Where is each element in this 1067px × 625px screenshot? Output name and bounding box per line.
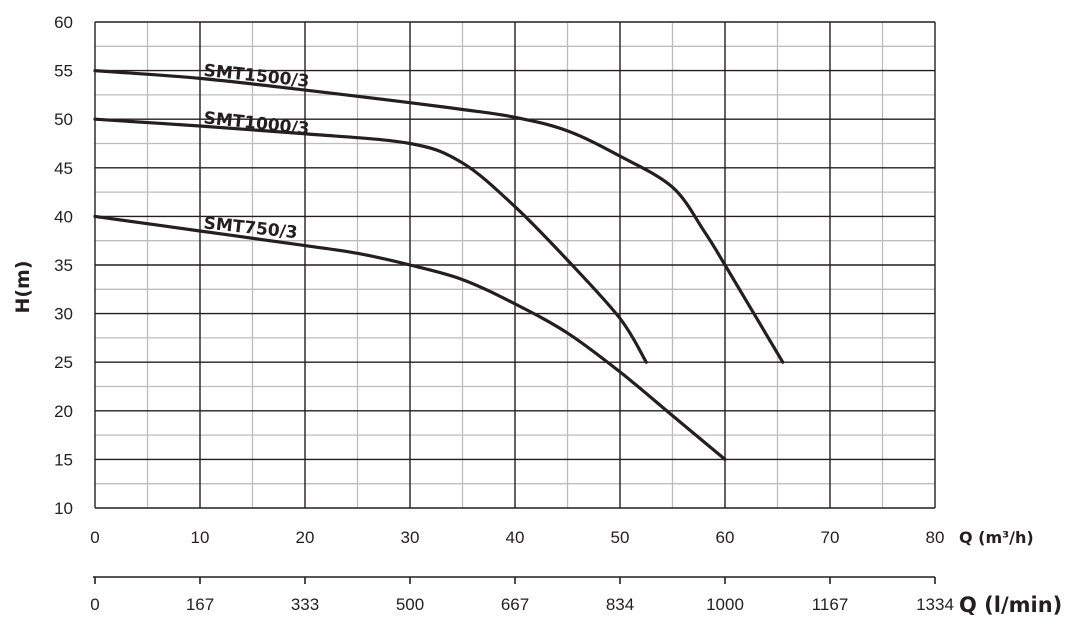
y-tick-label: 40 bbox=[54, 207, 73, 226]
x2-tick-label: 1000 bbox=[706, 595, 744, 614]
curves bbox=[93, 69, 785, 461]
y-tick-label: 20 bbox=[54, 402, 73, 421]
x2-axis-title: Q (l/min) bbox=[959, 593, 1062, 617]
x-tick-label: 10 bbox=[191, 528, 210, 547]
x-tick-label: 40 bbox=[506, 528, 525, 547]
x-tick-label: 50 bbox=[611, 528, 630, 547]
y-tick-label: 25 bbox=[54, 353, 73, 372]
series-line-0 bbox=[93, 69, 785, 364]
x2-tick-label: 167 bbox=[186, 595, 214, 614]
x-axis-title: Q (m³/h) bbox=[959, 528, 1034, 547]
y-tick-label: 55 bbox=[54, 62, 73, 81]
y-tick-label: 50 bbox=[54, 110, 73, 129]
series-label-1: SMT1000/3 bbox=[203, 108, 311, 139]
y-tick-label: 45 bbox=[54, 159, 73, 178]
x2-tick-label: 1167 bbox=[812, 595, 849, 614]
series-line-1 bbox=[93, 117, 648, 364]
secondary-x-axis: 0 167 333 500 667 834 1000 1167 1334 bbox=[90, 576, 954, 614]
x2-tick-label: 0 bbox=[90, 595, 99, 614]
y-tick-label: 30 bbox=[54, 305, 73, 324]
x2-tick-label: 667 bbox=[501, 595, 529, 614]
x-tick-labels: 0 10 20 30 40 50 60 70 80 bbox=[90, 528, 944, 547]
x-tick-label: 30 bbox=[401, 528, 420, 547]
x-tick-label: 0 bbox=[90, 528, 99, 547]
x2-tick-label: 1334 bbox=[916, 595, 954, 614]
x2-tick-label: 834 bbox=[606, 595, 634, 614]
x-tick-label: 20 bbox=[296, 528, 315, 547]
y-tick-label: 15 bbox=[54, 450, 73, 469]
x-tick-label: 70 bbox=[821, 528, 840, 547]
y-axis-title: H(m) bbox=[12, 260, 34, 313]
series-label-0: SMT1500/3 bbox=[203, 61, 311, 92]
series-line-2 bbox=[93, 214, 727, 461]
x2-tick-label: 500 bbox=[396, 595, 424, 614]
y-tick-label: 35 bbox=[54, 256, 73, 275]
x2-tick-label: 333 bbox=[291, 595, 319, 614]
y-tick-label: 10 bbox=[54, 499, 73, 518]
grid bbox=[94, 21, 936, 509]
x-tick-label: 60 bbox=[716, 528, 735, 547]
y-tick-labels: 10 15 20 25 30 35 40 45 50 55 60 bbox=[54, 13, 73, 518]
x-tick-label: 80 bbox=[926, 528, 945, 547]
y-tick-label: 60 bbox=[54, 13, 73, 32]
